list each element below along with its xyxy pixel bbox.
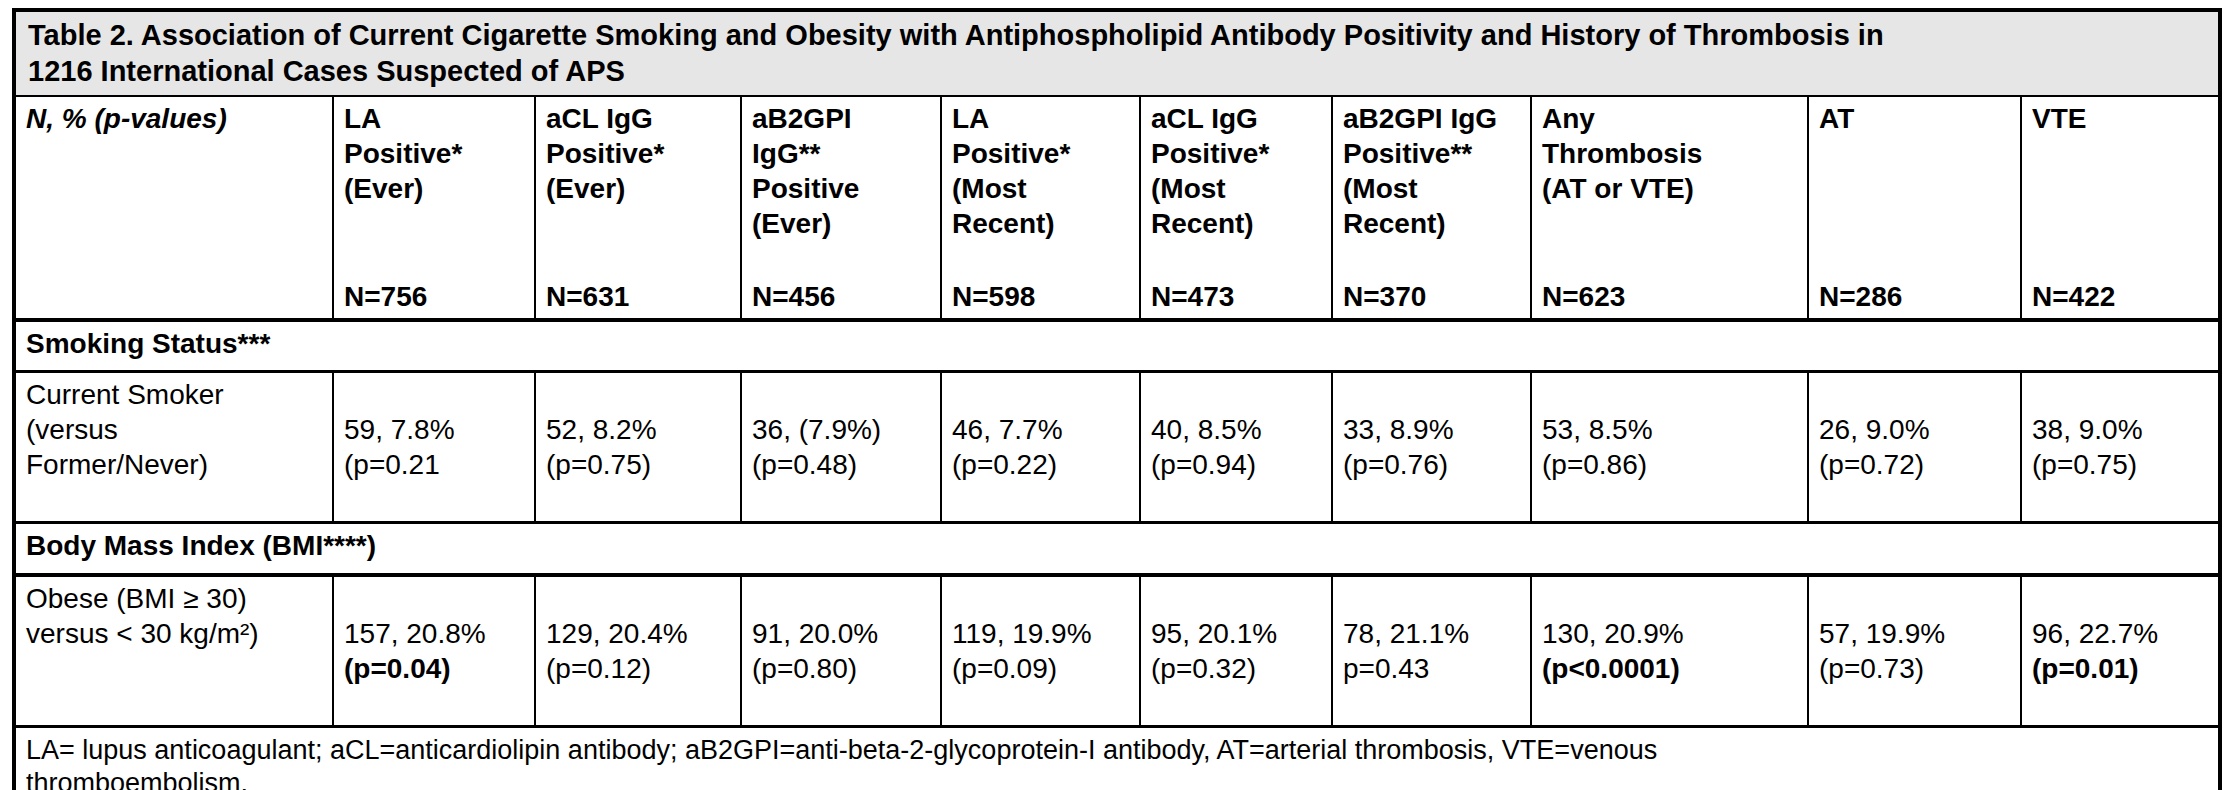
cell-smoker-any-thrombosis: 53, 8.5% (p=0.86): [1531, 372, 1808, 523]
col-n-count: N=598: [952, 279, 1129, 314]
cell-value: 40, 8.5%: [1151, 414, 1262, 445]
cell-value: 119, 19.9%: [952, 618, 1092, 649]
col-header-vte: VTE N=422: [2021, 96, 2220, 320]
col-n-count: N=473: [1151, 279, 1321, 314]
table-title-row: Table 2. Association of Current Cigarett…: [14, 10, 2220, 96]
col-n-count: N=422: [2032, 279, 2208, 314]
cell-value: 33, 8.9%: [1343, 414, 1454, 445]
col-n-count: N=286: [1819, 279, 2010, 314]
cell-value: 130, 20.9%: [1542, 618, 1684, 649]
cell-smoker-ab2gpi-recent: 33, 8.9% (p=0.76): [1332, 372, 1531, 523]
cell-pvalue: (p=0.22): [952, 447, 1129, 482]
cell-value: 26, 9.0%: [1819, 414, 1930, 445]
row-label-obese: Obese (BMI ≥ 30) versus < 30 kg/m²): [14, 575, 333, 727]
table-footnote: LA= lupus anticoagulant; aCL=anticardiol…: [14, 726, 2220, 790]
col-label: LA Positive* (Most Recent): [952, 101, 1129, 241]
cell-pvalue: (p=0.86): [1542, 447, 1797, 482]
col-header-ab2gpi-ever: aB2GPI IgG** Positive (Ever) N=456: [741, 96, 941, 320]
cell-obese-la-recent: 119, 19.9% (p=0.09): [941, 575, 1140, 727]
cell-smoker-acl-recent: 40, 8.5% (p=0.94): [1140, 372, 1332, 523]
cell-obese-at: 57, 19.9% (p=0.73): [1808, 575, 2021, 727]
cell-value: 96, 22.7%: [2032, 618, 2158, 649]
cell-value: 57, 19.9%: [1819, 618, 1945, 649]
cell-smoker-at: 26, 9.0% (p=0.72): [1808, 372, 2021, 523]
cell-pvalue: (p=0.32): [1151, 651, 1321, 686]
cell-obese-acl-recent: 95, 20.1% (p=0.32): [1140, 575, 1332, 727]
cell-value: 38, 9.0%: [2032, 414, 2143, 445]
col-header-acl-recent: aCL IgG Positive* (Most Recent) N=473: [1140, 96, 1332, 320]
cell-pvalue: (p=0.80): [752, 651, 930, 686]
col-label: VTE: [2032, 101, 2208, 136]
col-n-count: N=370: [1343, 279, 1520, 314]
data-row-obese: Obese (BMI ≥ 30) versus < 30 kg/m²) 157,…: [14, 575, 2220, 727]
cell-smoker-la-ever: 59, 7.8% (p=0.21: [333, 372, 535, 523]
section-row-smoking: Smoking Status***: [14, 320, 2220, 372]
cell-obese-ab2gpi-ever: 91, 20.0% (p=0.80): [741, 575, 941, 727]
page: Table 2. Association of Current Cigarett…: [0, 0, 2230, 790]
col-header-acl-ever: aCL IgG Positive* (Ever) N=631: [535, 96, 741, 320]
col-n-count: N=756: [344, 279, 524, 314]
cell-value: 91, 20.0%: [752, 618, 878, 649]
col-label: LA Positive* (Ever): [344, 101, 524, 206]
col-header-at: AT N=286: [1808, 96, 2021, 320]
cell-smoker-acl-ever: 52, 8.2% (p=0.75): [535, 372, 741, 523]
column-header-row: N, % (p-values) LA Positive* (Ever) N=75…: [14, 96, 2220, 320]
corner-header-cell: N, % (p-values): [14, 96, 333, 320]
cell-pvalue: (p=0.76): [1343, 447, 1520, 482]
cell-value: 36, (7.9%): [752, 414, 881, 445]
table-title: Table 2. Association of Current Cigarett…: [14, 10, 2220, 96]
data-row-current-smoker: Current Smoker (versus Former/Never) 59,…: [14, 372, 2220, 523]
col-label: aB2GPI IgG Positive** (Most Recent): [1343, 101, 1520, 241]
cell-pvalue: (p=0.21: [344, 447, 524, 482]
cell-value: 52, 8.2%: [546, 414, 657, 445]
cell-value: 129, 20.4%: [546, 618, 688, 649]
col-header-la-recent: LA Positive* (Most Recent) N=598: [941, 96, 1140, 320]
cell-pvalue: (p=0.73): [1819, 651, 2010, 686]
col-label: aCL IgG Positive* (Most Recent): [1151, 101, 1321, 241]
cell-obese-vte: 96, 22.7% (p=0.01): [2021, 575, 2220, 727]
cell-pvalue-significant: (p=0.01): [2032, 651, 2208, 686]
col-n-count: N=456: [752, 279, 930, 314]
cell-obese-any-thrombosis: 130, 20.9% (p<0.0001): [1531, 575, 1808, 727]
cell-smoker-vte: 38, 9.0% (p=0.75): [2021, 372, 2220, 523]
cell-pvalue: (p=0.12): [546, 651, 730, 686]
cell-pvalue: (p=0.75): [2032, 447, 2208, 482]
cell-pvalue-significant: (p<0.0001): [1542, 651, 1797, 686]
cell-pvalue: (p=0.72): [1819, 447, 2010, 482]
cell-obese-acl-ever: 129, 20.4% (p=0.12): [535, 575, 741, 727]
col-n-count: N=623: [1542, 279, 1797, 314]
cell-value: 46, 7.7%: [952, 414, 1063, 445]
cell-value: 157, 20.8%: [344, 618, 486, 649]
col-label: AT: [1819, 101, 2010, 136]
cell-pvalue: (p=0.48): [752, 447, 930, 482]
cell-pvalue: p=0.43: [1343, 651, 1520, 686]
cell-value: 95, 20.1%: [1151, 618, 1277, 649]
cell-value: 53, 8.5%: [1542, 414, 1653, 445]
aps-association-table: Table 2. Association of Current Cigarett…: [12, 8, 2222, 790]
cell-value: 78, 21.1%: [1343, 618, 1469, 649]
cell-value: 59, 7.8%: [344, 414, 455, 445]
cell-pvalue-significant: (p=0.04): [344, 651, 524, 686]
cell-pvalue: (p=0.75): [546, 447, 730, 482]
section-header-bmi: Body Mass Index (BMI****): [14, 523, 2220, 575]
col-label: aB2GPI IgG** Positive (Ever): [752, 101, 930, 241]
cell-pvalue: (p=0.94): [1151, 447, 1321, 482]
col-header-any-thrombosis: Any Thrombosis (AT or VTE) N=623: [1531, 96, 1808, 320]
row-label-current-smoker: Current Smoker (versus Former/Never): [14, 372, 333, 523]
cell-obese-la-ever: 157, 20.8% (p=0.04): [333, 575, 535, 727]
col-header-ab2gpi-recent: aB2GPI IgG Positive** (Most Recent) N=37…: [1332, 96, 1531, 320]
cell-pvalue: (p=0.09): [952, 651, 1129, 686]
col-header-la-ever: LA Positive* (Ever) N=756: [333, 96, 535, 320]
section-header-smoking: Smoking Status***: [14, 320, 2220, 372]
col-label: Any Thrombosis (AT or VTE): [1542, 101, 1797, 206]
cell-obese-ab2gpi-recent: 78, 21.1% p=0.43: [1332, 575, 1531, 727]
cell-smoker-ab2gpi-ever: 36, (7.9%) (p=0.48): [741, 372, 941, 523]
cell-smoker-la-recent: 46, 7.7% (p=0.22): [941, 372, 1140, 523]
footnote-row: LA= lupus anticoagulant; aCL=anticardiol…: [14, 726, 2220, 790]
col-n-count: N=631: [546, 279, 730, 314]
corner-header-label: N, % (p-values): [26, 103, 227, 134]
section-row-bmi: Body Mass Index (BMI****): [14, 523, 2220, 575]
col-label: aCL IgG Positive* (Ever): [546, 101, 730, 206]
